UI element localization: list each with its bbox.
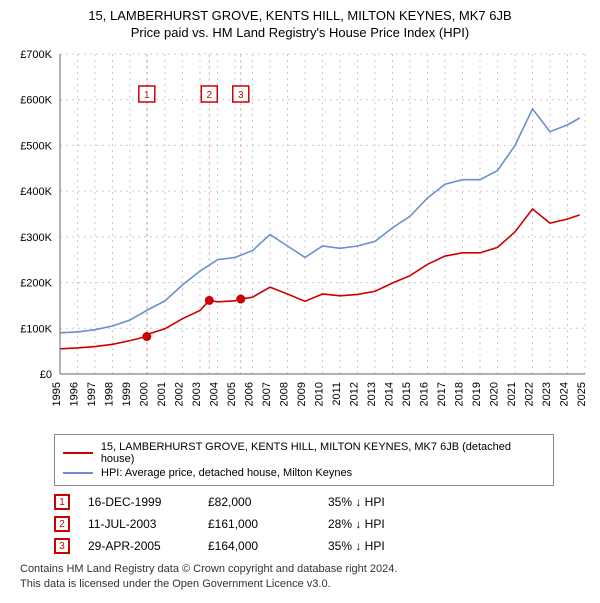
sale-delta-1: 35% ↓ HPI bbox=[328, 495, 448, 509]
svg-text:2016: 2016 bbox=[419, 382, 431, 406]
svg-text:2011: 2011 bbox=[331, 382, 343, 406]
svg-text:£600K: £600K bbox=[20, 95, 52, 107]
svg-text:2005: 2005 bbox=[226, 382, 238, 406]
sale-delta-2: 28% ↓ HPI bbox=[328, 517, 448, 531]
svg-text:2010: 2010 bbox=[314, 382, 326, 406]
svg-text:2018: 2018 bbox=[454, 382, 466, 406]
svg-text:£200K: £200K bbox=[20, 278, 52, 290]
svg-text:1: 1 bbox=[144, 90, 150, 101]
legend-row-hpi: HPI: Average price, detached house, Milt… bbox=[63, 467, 545, 479]
price-chart: £0 £100K £200K £300K £400K £500K £600K £700K 199… bbox=[10, 44, 590, 424]
sale-row-1: 1 16-DEC-1999 £82,000 35% ↓ HPI bbox=[54, 494, 590, 510]
svg-text:2003: 2003 bbox=[191, 382, 203, 406]
svg-text:2023: 2023 bbox=[541, 382, 553, 406]
svg-text:£300K: £300K bbox=[20, 232, 52, 244]
legend-box: 15, LAMBERHURST GROVE, KENTS HILL, MILTO… bbox=[54, 434, 554, 486]
legend-swatch-hpi bbox=[63, 472, 93, 474]
title-block: 15, LAMBERHURST GROVE, KENTS HILL, MILTO… bbox=[10, 8, 590, 40]
sale-marker-1-num: 1 bbox=[59, 497, 65, 508]
sale-date-3: 29-APR-2005 bbox=[88, 539, 208, 553]
svg-text:2017: 2017 bbox=[436, 382, 448, 406]
sale-price-3: £164,000 bbox=[208, 539, 328, 553]
svg-text:3: 3 bbox=[238, 90, 244, 101]
svg-text:1996: 1996 bbox=[69, 382, 81, 406]
sale-marker-1-icon: 1 bbox=[54, 494, 70, 510]
title-subtitle: Price paid vs. HM Land Registry's House … bbox=[10, 25, 590, 40]
svg-text:2024: 2024 bbox=[559, 382, 571, 406]
page-root: 15, LAMBERHURST GROVE, KENTS HILL, MILTO… bbox=[0, 0, 600, 603]
svg-text:2009: 2009 bbox=[296, 382, 308, 406]
sale-price-2: £161,000 bbox=[208, 517, 328, 531]
legend-swatch-property bbox=[63, 452, 93, 454]
footer-line1: Contains HM Land Registry data © Crown c… bbox=[20, 562, 590, 577]
sale-marker-3-icon: 3 bbox=[54, 538, 70, 554]
svg-text:1998: 1998 bbox=[104, 382, 116, 406]
svg-text:2000: 2000 bbox=[139, 382, 151, 406]
sale-marker-3-num: 3 bbox=[59, 541, 65, 552]
sale-marker-2-icon: 2 bbox=[54, 516, 70, 532]
svg-text:£700K: £700K bbox=[20, 49, 52, 61]
footer-attribution: Contains HM Land Registry data © Crown c… bbox=[20, 562, 590, 593]
legend-label-hpi: HPI: Average price, detached house, Milt… bbox=[101, 467, 352, 479]
svg-text:2012: 2012 bbox=[349, 382, 361, 406]
svg-text:2025: 2025 bbox=[576, 382, 588, 406]
svg-text:£500K: £500K bbox=[20, 140, 52, 152]
legend-label-property: 15, LAMBERHURST GROVE, KENTS HILL, MILTO… bbox=[101, 441, 545, 465]
sale-date-1: 16-DEC-1999 bbox=[88, 495, 208, 509]
chart-svg: £0 £100K £200K £300K £400K £500K £600K £700K 199… bbox=[10, 44, 590, 424]
svg-text:2: 2 bbox=[206, 90, 212, 101]
svg-text:2014: 2014 bbox=[384, 382, 396, 406]
svg-text:2022: 2022 bbox=[524, 382, 536, 406]
svg-text:2021: 2021 bbox=[506, 382, 518, 406]
svg-text:£100K: £100K bbox=[20, 323, 52, 335]
svg-text:£400K: £400K bbox=[20, 186, 52, 198]
svg-text:£0: £0 bbox=[40, 369, 52, 381]
svg-text:2007: 2007 bbox=[261, 382, 273, 406]
sale-row-2: 2 11-JUL-2003 £161,000 28% ↓ HPI bbox=[54, 516, 590, 532]
sale-marker-2-num: 2 bbox=[59, 519, 65, 530]
svg-text:2008: 2008 bbox=[279, 382, 291, 406]
svg-text:2001: 2001 bbox=[156, 382, 168, 406]
svg-text:2002: 2002 bbox=[174, 382, 186, 406]
svg-text:2004: 2004 bbox=[209, 382, 221, 406]
svg-text:2013: 2013 bbox=[366, 382, 378, 406]
svg-text:2006: 2006 bbox=[244, 382, 256, 406]
sales-table: 1 16-DEC-1999 £82,000 35% ↓ HPI 2 11-JUL… bbox=[54, 494, 590, 554]
sale-delta-3: 35% ↓ HPI bbox=[328, 539, 448, 553]
svg-text:1999: 1999 bbox=[121, 382, 133, 406]
sale-date-2: 11-JUL-2003 bbox=[88, 517, 208, 531]
svg-text:1997: 1997 bbox=[86, 382, 98, 406]
sale-row-3: 3 29-APR-2005 £164,000 35% ↓ HPI bbox=[54, 538, 590, 554]
svg-text:1995: 1995 bbox=[51, 382, 63, 406]
title-address: 15, LAMBERHURST GROVE, KENTS HILL, MILTO… bbox=[10, 8, 590, 23]
sale-price-1: £82,000 bbox=[208, 495, 328, 509]
svg-text:2020: 2020 bbox=[489, 382, 501, 406]
svg-text:2019: 2019 bbox=[471, 382, 483, 406]
footer-line2: This data is licensed under the Open Gov… bbox=[20, 577, 590, 592]
svg-text:2015: 2015 bbox=[401, 382, 413, 406]
legend-row-property: 15, LAMBERHURST GROVE, KENTS HILL, MILTO… bbox=[63, 441, 545, 465]
